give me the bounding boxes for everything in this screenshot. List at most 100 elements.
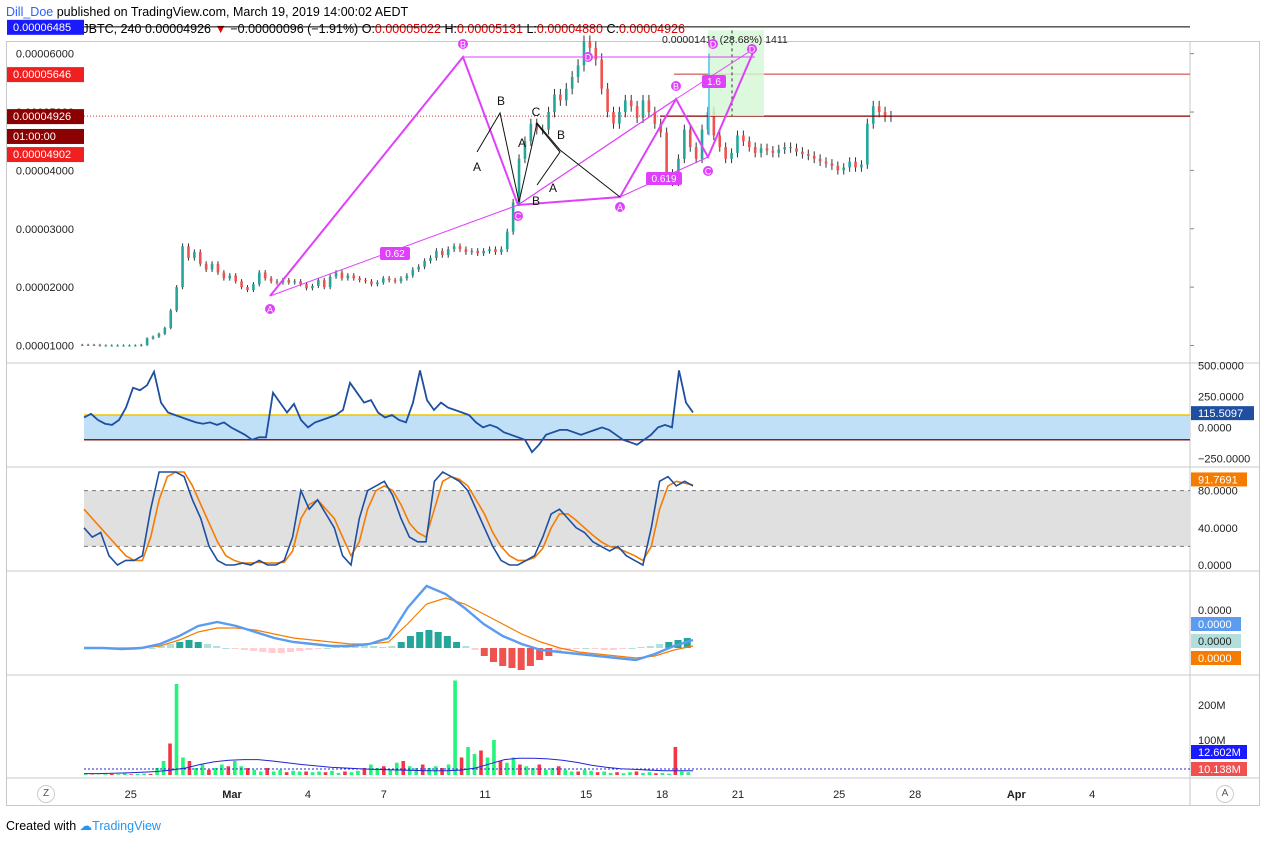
candle-body <box>842 167 846 171</box>
pattern-point-label: B <box>460 40 466 50</box>
candle-body <box>883 112 887 117</box>
candle-body <box>582 42 586 66</box>
candle-body <box>328 276 332 288</box>
candle-body <box>559 94 562 101</box>
stoch-value-tag <box>1191 472 1247 487</box>
volume-bar <box>498 761 503 775</box>
macd-histogram-bar <box>646 646 654 648</box>
candle-body <box>694 147 698 159</box>
volume-bar <box>129 774 133 775</box>
candle-body <box>629 100 633 107</box>
candle-body <box>405 275 409 279</box>
auto-scale-button[interactable]: A <box>1216 785 1234 803</box>
candle-body <box>181 246 184 288</box>
time-tick-label: 25 <box>833 789 845 801</box>
volume-bar <box>680 771 684 775</box>
candle-body <box>387 278 391 281</box>
cci-band <box>84 415 1190 440</box>
macd-histogram-bar <box>148 648 156 649</box>
ohlc-h-value: 0.00005131 <box>456 22 523 36</box>
macd-histogram-bar <box>213 646 221 648</box>
pattern-wave-label: A <box>518 136 526 150</box>
volume-bar <box>174 684 179 775</box>
candle-body <box>700 129 704 159</box>
candle-body <box>86 344 90 346</box>
volume-bar <box>628 772 632 775</box>
macd-histogram-bar <box>536 648 544 660</box>
ohlc-l-label: L: <box>526 22 537 36</box>
created-with-text: Created with <box>6 819 77 833</box>
volume-bar <box>569 771 574 775</box>
pattern-point-label: A <box>267 305 273 315</box>
volume-bar <box>343 771 347 775</box>
macd-histogram-bar <box>582 648 590 649</box>
pattern-point-badge <box>708 39 718 49</box>
candle-body <box>311 285 314 289</box>
candle-body <box>564 88 568 101</box>
author-name[interactable]: Dill_Doe <box>6 5 54 19</box>
volume-bar <box>84 774 88 775</box>
volume-bar <box>258 771 263 775</box>
pattern-point-label: D <box>585 53 592 63</box>
candle-body <box>747 141 751 148</box>
stoch-value-label: 91.7691 <box>1198 474 1238 486</box>
published-text: published on TradingView.com, March 19, … <box>53 5 409 19</box>
inner-pattern <box>476 111 621 203</box>
volume-bar <box>194 768 198 775</box>
volume-bar <box>511 757 516 775</box>
pattern-point-label: D <box>749 45 756 55</box>
candle-body <box>376 282 379 285</box>
candle-body <box>346 275 350 279</box>
volume-bar <box>284 772 289 775</box>
time-tick-label: Mar <box>222 789 242 801</box>
price-tag-label: 01:00:00 <box>13 131 56 143</box>
volume-bar <box>621 773 626 775</box>
volume-bar <box>401 761 406 775</box>
candle-body <box>435 250 438 258</box>
time-tick-label: 7 <box>381 789 387 801</box>
volume-ma-line <box>84 757 693 775</box>
pattern-point-badge <box>265 304 275 314</box>
candle-body <box>736 135 739 153</box>
volume-bar <box>589 770 593 775</box>
macd-histogram-bar <box>499 648 507 666</box>
candle-body <box>429 257 432 261</box>
volume-bar <box>543 769 548 775</box>
candle-body <box>417 266 420 270</box>
candle-body <box>718 135 722 148</box>
candle-body <box>145 338 149 345</box>
candle-body <box>269 278 273 282</box>
volume-bar <box>453 680 457 775</box>
price-tag <box>7 67 84 83</box>
candle-body <box>228 275 232 279</box>
macd-histogram-bar <box>416 632 424 648</box>
volume-bar <box>459 757 464 775</box>
candle-body <box>688 129 692 148</box>
volume-bar <box>297 771 302 775</box>
candle-body <box>824 161 828 164</box>
volume-bar <box>148 773 153 775</box>
candle-body <box>848 161 851 168</box>
stoch-band <box>84 490 1190 547</box>
zoom-reset-button[interactable]: Z <box>37 785 55 803</box>
pattern-point-label: A <box>617 203 623 213</box>
stoch-tick-label: 0.0000 <box>1198 560 1232 572</box>
candle-body <box>665 132 668 174</box>
macd-tick-label: 0.0000 <box>1198 605 1232 617</box>
pattern-wave-label: B <box>497 94 505 108</box>
candle-body <box>871 106 875 124</box>
macd-value-label: 0.0000 <box>1198 619 1232 631</box>
candle-body <box>452 246 456 250</box>
macd-histogram-bar <box>231 648 239 649</box>
candle-body <box>683 129 686 159</box>
candle-body <box>807 154 810 156</box>
macd-histogram-bar <box>370 646 378 648</box>
pattern-wave-label: B <box>532 194 540 208</box>
price-tag-label: 0.00004902 <box>13 149 71 161</box>
candle-body <box>222 272 226 279</box>
volume-bar <box>116 774 120 775</box>
macd-histogram-bar <box>388 646 396 648</box>
candle-body <box>724 147 727 159</box>
brand-name[interactable]: TradingView <box>92 819 161 833</box>
